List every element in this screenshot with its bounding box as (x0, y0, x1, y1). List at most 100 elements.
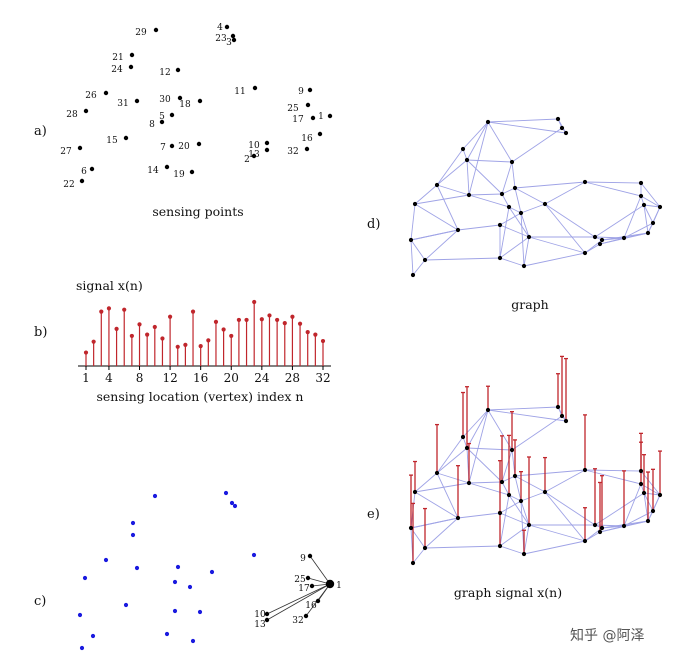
sensing-point-21 (129, 52, 135, 58)
vertex-d-S (657, 204, 663, 210)
stem-marker-9 (145, 332, 150, 337)
sensing-point-label-21: 21 (112, 53, 123, 63)
sensing-point-31 (134, 98, 140, 104)
vertex-d-f (497, 255, 503, 261)
edge-d-TS (643, 204, 661, 208)
vertex-d-A (485, 119, 491, 125)
point-c-16 (172, 608, 178, 614)
vertex-d-h (582, 250, 588, 256)
edge-d-EH (436, 148, 464, 186)
vertex-e-C (559, 413, 565, 419)
point-c-12 (82, 575, 88, 581)
edge-d-Qh (544, 203, 586, 254)
vertex-d-X (408, 237, 414, 243)
vertex-c-label-32: 32 (292, 616, 303, 626)
edge-e-NU (414, 491, 459, 519)
sensing-point-label-22: 22 (63, 180, 74, 190)
sensing-point-label-25: 25 (287, 104, 299, 114)
edge-d-OW (508, 206, 530, 238)
edge-d-JO (501, 193, 510, 208)
edge-e-Ue (424, 517, 459, 549)
sensing-point-label-24: 24 (111, 65, 123, 75)
point-c-20 (164, 631, 170, 637)
edge-d-PV (499, 212, 522, 226)
stem-marker-22 (244, 317, 249, 323)
edge-e-IO (468, 482, 510, 496)
panel-e-caption: graph signal x(n) (454, 585, 562, 600)
panel-b-xlabel: sensing location (vertex) index n (96, 389, 303, 404)
watermark-text: 知乎 @阿泽 (570, 627, 644, 644)
stem-marker-7 (129, 333, 134, 339)
point-c-2 (223, 490, 229, 496)
vertex-d-U (455, 227, 461, 233)
sensing-point-15 (123, 135, 129, 141)
vertex-d-C (559, 125, 565, 131)
vertex-c-17 (309, 583, 315, 589)
edge-d-LM (584, 181, 642, 184)
vertex-e-T (641, 490, 647, 496)
vertex-c-1 (325, 579, 335, 589)
edge-d-RS (640, 195, 661, 208)
edge-d-Wh (528, 236, 586, 254)
point-c-13 (172, 579, 178, 585)
sensing-point-label-15: 15 (106, 136, 118, 146)
edge-e-KL (514, 469, 586, 477)
edge-e-AI (468, 409, 489, 484)
edge-d-IO (468, 194, 510, 208)
vertex-c-label-16: 16 (305, 601, 317, 611)
sensing-point-1 (327, 113, 333, 119)
sensing-point-10 (264, 140, 270, 146)
vertex-c-10 (264, 611, 270, 617)
vertex-e-g (521, 551, 527, 557)
sensing-point-label-10: 10 (248, 141, 260, 151)
edge-d-FI (466, 159, 470, 196)
vertex-d-M (638, 180, 644, 186)
sensing-point-8 (159, 119, 165, 125)
edge-d-Rb (623, 195, 642, 239)
vertex-d-c (645, 230, 651, 236)
edge-d-hZ (584, 239, 603, 254)
vertex-e-R (638, 481, 644, 487)
edge-e-fW (499, 524, 530, 547)
edge-e-gh (523, 540, 586, 555)
vertex-c-13 (264, 617, 270, 623)
edge-d-VW (499, 224, 530, 238)
vertex-d-a (597, 241, 603, 247)
edge-e-ef (424, 545, 501, 549)
edge-d-gP (520, 212, 525, 267)
vertex-d-R (638, 193, 644, 199)
vertex-d-b (621, 235, 627, 241)
edge-e-OW (508, 494, 530, 526)
sensing-point-label-18: 18 (179, 100, 191, 110)
vertex-c-label-10: 10 (254, 610, 266, 620)
sensing-point-4 (224, 24, 230, 30)
vertex-c-label-17: 17 (298, 584, 310, 594)
edge-d-fg (499, 257, 525, 267)
panel-d-caption: graph (511, 297, 548, 312)
edge-d-Xe (410, 239, 426, 261)
edge-e-Wg (523, 524, 530, 555)
edge-d-Wg (523, 236, 530, 267)
edge-d-cT (643, 204, 649, 234)
vertex-d-B (555, 116, 561, 122)
vertex-e-F (464, 445, 470, 451)
vertex-d-H (434, 182, 440, 188)
stem-marker-28 (290, 314, 295, 319)
edge-d-fW (499, 236, 530, 259)
panel-e-graph-signal (408, 355, 663, 566)
vertex-c-label-1: 1 (336, 581, 342, 591)
vertex-e-J (499, 479, 505, 485)
edge-d-Ue (424, 229, 459, 261)
stem-marker-2 (91, 339, 96, 344)
stem-marker-20 (229, 333, 234, 339)
x-tick-label-28: 28 (285, 371, 300, 385)
edge-e-fg (499, 545, 525, 555)
vertex-e-L (582, 467, 588, 473)
edge-d-AB (487, 118, 559, 123)
stem-marker-29 (297, 321, 303, 326)
edge-e-AD (487, 409, 567, 422)
vertex-e-e (422, 545, 428, 551)
point-c-7 (251, 552, 257, 558)
edge-d-LR (584, 181, 642, 197)
